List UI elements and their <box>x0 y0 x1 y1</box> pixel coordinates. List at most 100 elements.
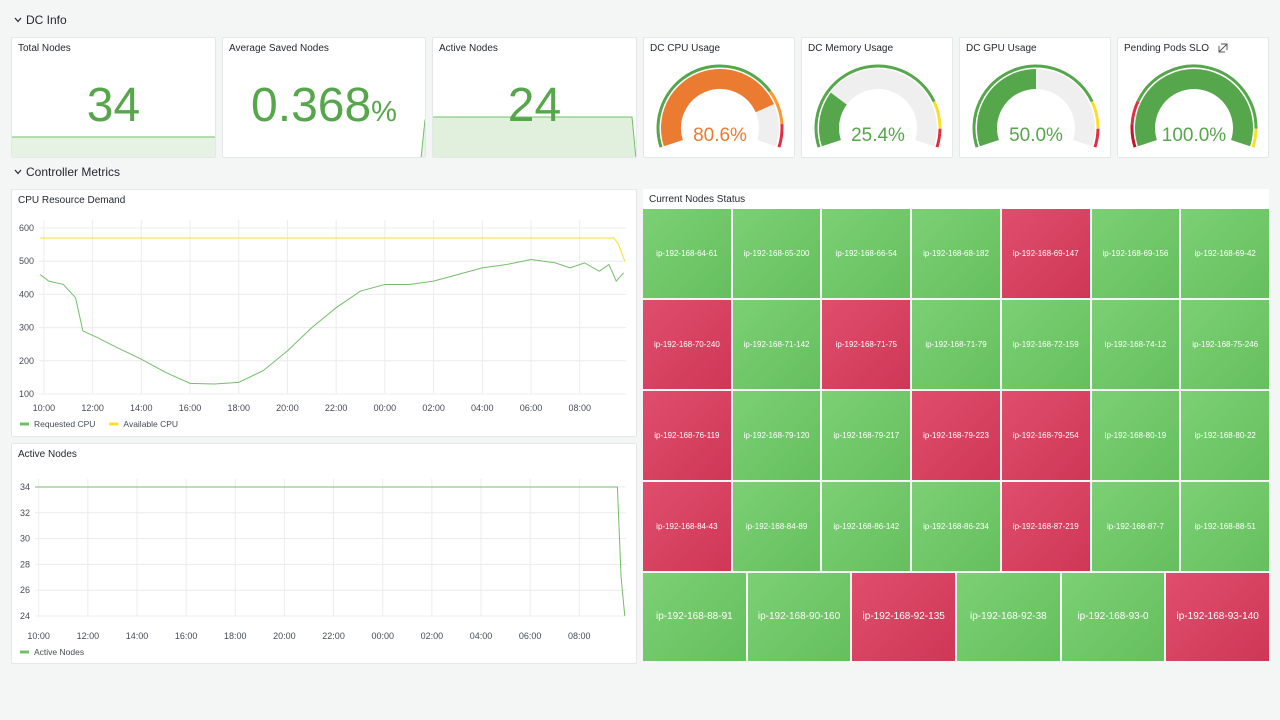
node-label: ip-192-168-65-200 <box>743 248 810 258</box>
node-label: ip-192-168-92-135 <box>862 611 945 623</box>
x-tick-label: 00:00 <box>371 631 394 641</box>
node-tile[interactable]: ip-192-168-66-54 <box>822 209 910 298</box>
node-label: ip-192-168-69-156 <box>1102 248 1169 258</box>
threshold-arc <box>1251 128 1258 148</box>
node-tile[interactable]: ip-192-168-64-61 <box>643 209 731 298</box>
node-label: ip-192-168-71-75 <box>835 339 897 349</box>
node-tile[interactable]: ip-192-168-92-135 <box>852 573 955 661</box>
node-tile[interactable]: ip-192-168-79-120 <box>733 391 821 480</box>
node-tile[interactable]: ip-192-168-88-91 <box>643 573 746 661</box>
panel-title: DC GPU Usage <box>966 43 1037 54</box>
panel-title: DC Memory Usage <box>808 43 894 54</box>
panel-title: Current Nodes Status <box>649 194 746 205</box>
x-tick-label: 04:00 <box>471 403 494 413</box>
node-row: ip-192-168-84-43 ip-192-168-84-89 ip-192-1… <box>643 482 1269 571</box>
node-tile[interactable]: ip-192-168-71-75 <box>822 300 910 389</box>
stat-panel: Active Nodes 24 <box>432 37 637 158</box>
value: 34 <box>86 79 141 132</box>
node-tile[interactable]: ip-192-168-69-156 <box>1092 209 1180 298</box>
node-label: ip-192-168-69-147 <box>1012 248 1079 258</box>
node-tile[interactable]: ip-192-168-79-217 <box>822 391 910 480</box>
y-tick-label: 30 <box>20 534 30 544</box>
gauge-panel: DC Memory Usage 25.4% <box>801 37 953 158</box>
node-tile[interactable]: ip-192-168-75-246 <box>1181 300 1269 389</box>
node-tile[interactable]: ip-192-168-71-79 <box>912 300 1000 389</box>
threshold-arc <box>1130 100 1140 125</box>
panel-title: CPU Resource Demand <box>18 195 126 206</box>
node-label: ip-192-168-88-91 <box>655 611 733 623</box>
threshold-arc <box>1136 64 1258 129</box>
collapse-icon <box>14 17 22 23</box>
timeseries-panel: CPU Resource Demand 100 200 300 400 500 600 10… <box>11 189 637 437</box>
node-tile[interactable]: ip-192-168-79-254 <box>1002 391 1090 480</box>
section-title: Controller Metrics <box>26 165 121 179</box>
sparkline <box>12 136 215 157</box>
legend-swatch <box>20 650 29 654</box>
node-label: ip-192-168-74-12 <box>1104 339 1167 349</box>
chart: 100 200 300 400 500 600 10:00 12:00 14:00 16:00 18… <box>19 220 626 429</box>
node-label: ip-192-168-75-246 <box>1192 339 1259 349</box>
stat-value: 34 <box>12 76 215 136</box>
x-tick-label: 16:00 <box>175 631 198 641</box>
section-title: DC Info <box>26 13 67 27</box>
node-label: ip-192-168-64-61 <box>656 248 718 258</box>
panel-title: Active Nodes <box>439 43 498 54</box>
node-tile[interactable]: ip-192-168-86-142 <box>822 482 910 571</box>
node-tile[interactable]: ip-192-168-86-234 <box>912 482 1000 571</box>
node-tile[interactable]: ip-192-168-69-147 <box>1002 209 1090 298</box>
x-tick-label: 22:00 <box>322 631 345 641</box>
node-tile[interactable]: ip-192-168-88-51 <box>1181 482 1269 571</box>
sparkline <box>433 116 636 157</box>
link-icon <box>1218 43 1228 53</box>
section-header[interactable]: Controller Metrics <box>14 164 120 180</box>
node-label: ip-192-168-93-0 <box>1077 611 1149 623</box>
node-label: ip-192-168-71-79 <box>925 339 987 349</box>
node-tile[interactable]: ip-192-168-93-0 <box>1062 573 1165 661</box>
section-header[interactable]: DC Info <box>14 12 67 28</box>
node-tile[interactable]: ip-192-168-65-200 <box>733 209 821 298</box>
node-tile[interactable]: ip-192-168-72-159 <box>1002 300 1090 389</box>
node-tile[interactable]: ip-192-168-87-7 <box>1092 482 1180 571</box>
legend-swatch <box>20 422 29 426</box>
node-tile[interactable]: ip-192-168-87-219 <box>1002 482 1090 571</box>
node-tile[interactable]: ip-192-168-74-12 <box>1092 300 1180 389</box>
node-tile[interactable]: ip-192-168-71-142 <box>733 300 821 389</box>
node-tile[interactable]: ip-192-168-84-43 <box>643 482 731 571</box>
node-tile[interactable]: ip-192-168-76-119 <box>643 391 731 480</box>
node-label: ip-192-168-80-22 <box>1194 430 1256 440</box>
node-tile[interactable]: ip-192-168-92-38 <box>957 573 1060 661</box>
node-label: ip-192-168-68-182 <box>923 248 989 258</box>
node-label: ip-192-168-92-38 <box>969 611 1047 623</box>
legend-label: Available CPU <box>123 419 178 429</box>
y-tick-label: 100 <box>19 389 34 399</box>
node-label: ip-192-168-88-51 <box>1194 521 1256 531</box>
node-tile[interactable]: ip-192-168-90-160 <box>748 573 851 661</box>
x-tick-label: 14:00 <box>126 631 149 641</box>
stat-panel: Total Nodes 34 <box>11 37 216 158</box>
x-tick-label: 08:00 <box>568 631 591 641</box>
node-tile[interactable]: ip-192-168-93-140 <box>1166 573 1269 661</box>
node-tile[interactable]: ip-192-168-84-89 <box>733 482 821 571</box>
node-label: ip-192-168-79-217 <box>833 430 900 440</box>
y-tick-label: 200 <box>19 356 34 366</box>
x-tick-label: 06:00 <box>520 403 543 413</box>
node-label: ip-192-168-86-142 <box>833 521 900 531</box>
node-tile[interactable]: ip-192-168-80-22 <box>1181 391 1269 480</box>
node-label: ip-192-168-76-119 <box>654 430 720 440</box>
node-tile[interactable]: ip-192-168-70-240 <box>643 300 731 389</box>
node-tile[interactable]: ip-192-168-69-42 <box>1181 209 1269 298</box>
gauge-value: 50.0% <box>1009 125 1063 146</box>
node-label: ip-192-168-72-159 <box>1012 339 1079 349</box>
x-tick-label: 12:00 <box>77 631 100 641</box>
node-row: ip-192-168-76-119 ip-192-168-79-120 ip-192… <box>643 391 1269 480</box>
gauge-value-arc <box>661 69 774 147</box>
x-tick-label: 10:00 <box>27 631 50 641</box>
node-tile[interactable]: ip-192-168-68-182 <box>912 209 1000 298</box>
x-tick-label: 02:00 <box>422 403 445 413</box>
threshold-arc <box>814 64 936 148</box>
threshold-arc <box>777 124 784 148</box>
x-tick-label: 12:00 <box>81 403 104 413</box>
node-tile[interactable]: ip-192-168-80-19 <box>1092 391 1180 480</box>
node-tile[interactable]: ip-192-168-79-223 <box>912 391 1000 480</box>
